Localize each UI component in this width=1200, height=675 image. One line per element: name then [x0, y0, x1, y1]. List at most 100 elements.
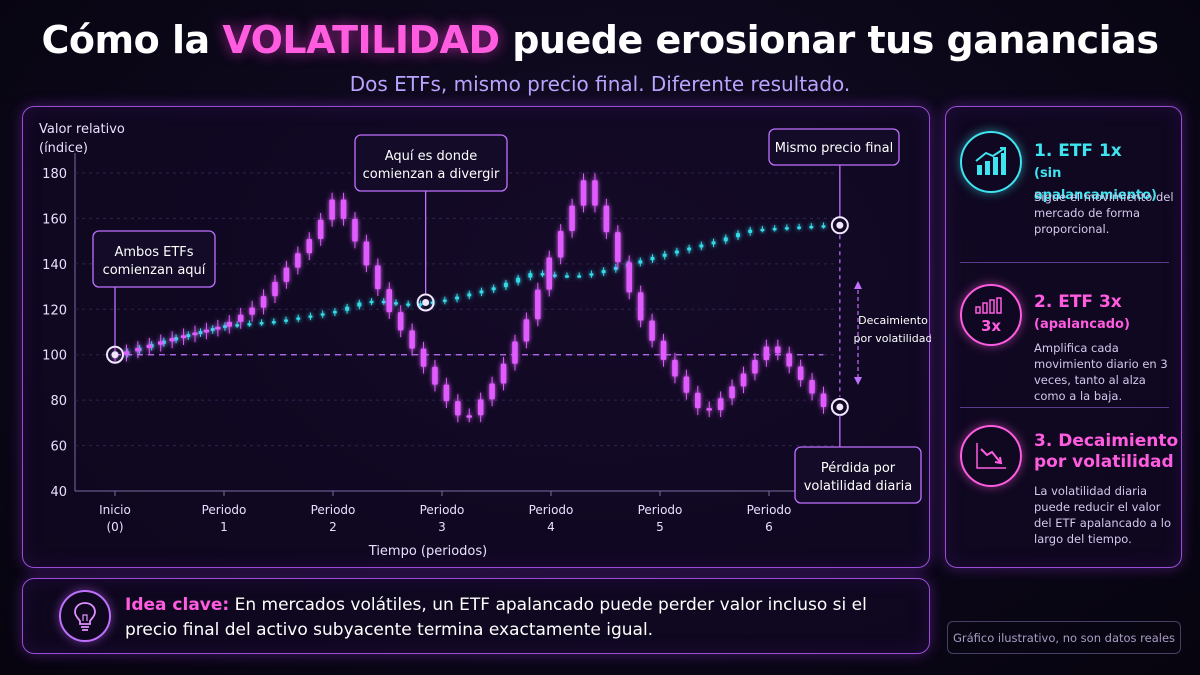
- candle-body: [523, 319, 530, 342]
- candle-body: [772, 227, 777, 231]
- candle-body: [650, 256, 655, 261]
- bar-chart-up-icon: [960, 131, 1022, 193]
- divider: [960, 262, 1169, 263]
- decay-arrow-head: [854, 281, 862, 289]
- annotation-start-text: comienzan aquí: [103, 263, 206, 278]
- candle-body: [235, 324, 240, 327]
- candle-body: [237, 314, 244, 322]
- candle-body: [397, 312, 404, 331]
- annotation-start: [92, 230, 216, 288]
- end-marker-1x-dot: [836, 221, 844, 229]
- annotation-loss: [794, 446, 922, 504]
- y-tick-label: 100: [42, 349, 67, 364]
- candle-body: [752, 359, 758, 374]
- x-tick-label: Periodo: [420, 503, 465, 517]
- candle-body: [821, 225, 826, 228]
- end-marker-1x: [830, 216, 849, 235]
- candle-body: [203, 329, 210, 333]
- annotation-same-end-text: Mismo precio final: [775, 141, 894, 156]
- candle-body: [589, 273, 594, 276]
- candle-body: [784, 227, 789, 230]
- candle-body: [329, 199, 335, 220]
- candle-body: [577, 275, 582, 278]
- x-tick-label: 4: [547, 520, 555, 534]
- candle-body: [711, 241, 716, 245]
- candle-body: [662, 253, 667, 257]
- candle-body: [729, 386, 735, 399]
- candle-body: [442, 299, 447, 302]
- candle-body: [557, 231, 564, 258]
- x-tick-label: Inicio: [99, 503, 131, 517]
- candle-body: [564, 275, 569, 278]
- candle-body: [123, 351, 130, 355]
- candle-body: [637, 292, 644, 321]
- annotation-diverge: [354, 134, 508, 192]
- candle-body: [674, 250, 679, 254]
- divider: [960, 407, 1169, 408]
- x-tick-label: Periodo: [747, 503, 792, 517]
- start-marker: [106, 345, 124, 364]
- candle-body: [592, 180, 598, 206]
- candle-body: [820, 393, 827, 407]
- candle-body: [186, 334, 191, 338]
- y-tick-label: 120: [42, 303, 67, 318]
- title-pre: Cómo la: [41, 18, 223, 62]
- candle-body: [420, 348, 427, 367]
- candle-body: [369, 300, 374, 304]
- candle-body: [135, 348, 141, 352]
- candle-body: [786, 353, 792, 367]
- candle-body: [215, 326, 221, 330]
- key-idea-label: Idea clave:: [125, 595, 230, 615]
- candle-body: [723, 237, 728, 242]
- y-tick-label: 60: [50, 440, 67, 455]
- x-tick-label: Periodo: [529, 503, 574, 517]
- candle-body: [260, 296, 267, 308]
- annotation-start-text: Ambos ETFs: [114, 245, 193, 260]
- sidebar-item-title: 2. ETF 3x: [1034, 292, 1122, 312]
- candle-body: [569, 205, 575, 232]
- candle-body: [271, 321, 276, 324]
- y-axis-label-line1: Valor relativo: [39, 122, 125, 137]
- candle-body: [455, 401, 461, 416]
- candle-body: [418, 303, 423, 306]
- candle-body: [375, 265, 381, 290]
- diverge-marker: [416, 293, 435, 312]
- annotation-loss-text: Pérdida por: [821, 461, 896, 476]
- candle-body: [699, 244, 704, 248]
- candle-body: [192, 332, 198, 336]
- candle-body: [295, 253, 301, 268]
- legend-sidebar: 1. ETF 1x (sin apalancamiento) Sigue el m…: [945, 106, 1182, 568]
- candle-body: [601, 270, 606, 274]
- candle-body: [717, 398, 724, 411]
- svg-text:3x: 3x: [981, 317, 1001, 333]
- candle-body: [546, 257, 552, 290]
- candle-body: [284, 319, 289, 322]
- candle-body: [649, 320, 655, 341]
- annotation-same-end: [768, 128, 900, 166]
- sidebar-item-title: 1. ETF 1x: [1034, 141, 1122, 161]
- candle-body: [352, 218, 358, 242]
- candle-body: [695, 392, 701, 409]
- candle-body: [740, 373, 747, 387]
- candle-body: [687, 247, 692, 251]
- candle-body: [552, 274, 557, 277]
- candle-body: [809, 225, 814, 229]
- candle-body: [491, 287, 496, 291]
- sidebar-item-subtitle: (sin apalancamiento): [1034, 166, 1157, 203]
- series-etf-3x: [112, 173, 827, 423]
- leverage-3x-icon: 3x: [960, 284, 1022, 346]
- title-highlight: VOLATILIDAD: [222, 18, 500, 62]
- sidebar-item-description: La volatilidad diaria puede reducir el v…: [1034, 484, 1172, 546]
- annotation-diverge-text: comienzan a divergir: [363, 167, 500, 182]
- candle-body: [432, 366, 438, 385]
- candle-body: [226, 321, 233, 327]
- candle-body: [466, 415, 472, 418]
- annotation-decay-text: Decaimiento: [858, 314, 928, 327]
- candle-body: [393, 302, 398, 305]
- candle-body: [535, 289, 541, 320]
- candle-body: [381, 300, 386, 304]
- candle-body: [706, 408, 712, 411]
- decay-arrow-head: [854, 377, 862, 385]
- annotation-loss-text: volatilidad diaria: [804, 479, 913, 494]
- candle-body: [340, 199, 347, 219]
